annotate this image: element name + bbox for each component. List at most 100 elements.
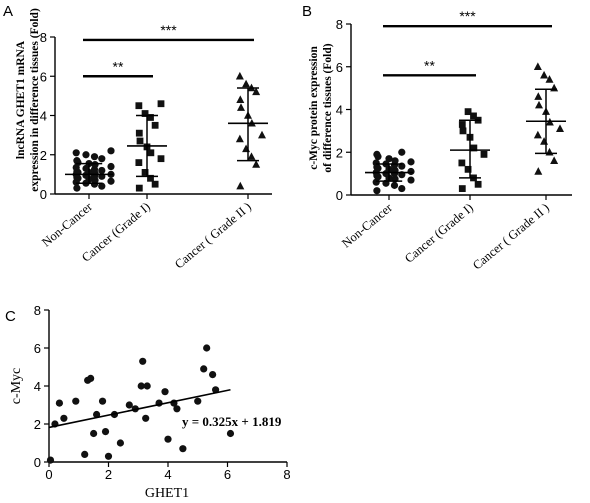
data-point	[93, 410, 101, 419]
data-point	[470, 112, 477, 120]
data-point	[235, 71, 244, 80]
significance-label: ***	[459, 8, 476, 24]
data-point	[470, 144, 478, 152]
panel-label-a: A	[3, 3, 13, 20]
panel-label-c: C	[5, 308, 16, 325]
y-tick-label: 0	[336, 188, 343, 203]
data-point	[252, 160, 261, 168]
data-point	[550, 156, 559, 164]
data-point	[107, 162, 115, 171]
chart-a-ylabel-1: lncRNA GHET1 mRNA	[15, 40, 27, 159]
data-point	[372, 159, 380, 167]
data-point	[545, 75, 554, 83]
data-point	[235, 134, 244, 143]
data-point	[179, 445, 187, 453]
chart-a: lncRNA GHET1 mRNA expression in differen…	[15, 8, 272, 271]
data-point	[391, 157, 399, 165]
data-point	[550, 83, 559, 92]
y-tick-label: 4	[336, 103, 343, 118]
data-point	[464, 108, 472, 116]
x-tick-label: Cancer ( Grade II )	[172, 200, 254, 272]
data-point	[226, 429, 235, 438]
data-point	[141, 110, 149, 117]
y-tick-label: 8	[40, 30, 47, 45]
data-point	[458, 185, 466, 192]
x-tick-label: 0	[45, 467, 52, 482]
fit-line	[48, 388, 231, 429]
data-point	[72, 397, 80, 405]
data-point	[194, 397, 202, 405]
data-point	[398, 148, 406, 156]
data-point	[98, 155, 106, 163]
y-tick-label: 6	[336, 60, 343, 75]
data-point	[87, 374, 95, 382]
data-point	[236, 95, 245, 103]
data-point	[390, 181, 399, 189]
chart-c-ylabel: c-Myc	[9, 368, 24, 405]
chart-a-ylabel-2: expression in difference tissues (Fold)	[29, 8, 41, 192]
data-point	[72, 149, 80, 157]
data-point	[151, 121, 159, 129]
data-point	[90, 153, 99, 161]
data-point	[147, 174, 154, 182]
data-point	[98, 397, 107, 405]
data-point	[242, 79, 251, 88]
x-tick-label: Non-Cancer	[39, 199, 95, 250]
data-point	[212, 386, 220, 394]
data-point	[91, 160, 99, 169]
data-point	[135, 159, 143, 166]
data-point	[147, 114, 154, 121]
data-point	[459, 127, 467, 135]
data-point	[407, 158, 415, 166]
chart-c: c-Myc GHET1 y = 0.325x + 1.819 0 2 4 6 8 0 2 4 6…	[9, 303, 291, 501]
data-point	[258, 130, 266, 139]
x-tick-label: Non-Cancer	[339, 200, 395, 251]
data-point	[136, 137, 144, 145]
data-point	[101, 428, 110, 436]
data-point	[141, 169, 149, 176]
data-point	[474, 180, 482, 188]
y-tick-label: 8	[34, 303, 41, 318]
data-point	[209, 371, 217, 379]
data-point	[135, 184, 143, 192]
chart-b-ylabel-1: c-Myc protein expression	[308, 46, 320, 170]
data-point	[137, 382, 145, 390]
data-point	[139, 357, 147, 365]
x-tick-label: Cancer ( Grade II )	[470, 201, 552, 273]
x-tick-label: 2	[105, 467, 112, 482]
data-point	[556, 124, 564, 132]
y-tick-label: 4	[34, 379, 41, 394]
x-tick-label: 4	[164, 467, 171, 482]
data-point	[147, 149, 155, 157]
data-point	[157, 155, 165, 163]
data-point	[161, 388, 169, 396]
data-point	[252, 87, 261, 96]
data-point	[535, 100, 543, 109]
data-point	[104, 452, 113, 460]
chart-c-fit-label: y = 0.325x + 1.819	[182, 414, 282, 429]
y-tick-label: 6	[34, 341, 41, 356]
significance-label: **	[113, 58, 124, 74]
data-point	[373, 187, 381, 195]
data-point	[73, 157, 81, 165]
data-point	[398, 184, 406, 193]
y-tick-label: 2	[34, 417, 41, 432]
y-tick-label: 2	[40, 148, 47, 163]
data-point	[125, 401, 133, 409]
data-point	[407, 176, 415, 184]
data-point	[540, 70, 549, 79]
data-point	[480, 150, 488, 158]
data-point	[157, 100, 165, 108]
data-point	[60, 414, 68, 422]
data-point	[458, 159, 466, 167]
y-tick-label: 6	[40, 69, 47, 84]
data-point	[236, 181, 245, 190]
data-point	[81, 450, 89, 458]
data-point	[116, 439, 124, 447]
data-point	[135, 129, 143, 137]
chart-c-xlabel: GHET1	[145, 486, 189, 501]
data-point	[173, 405, 181, 413]
y-tick-label: 0	[40, 187, 47, 202]
data-point	[534, 92, 543, 100]
